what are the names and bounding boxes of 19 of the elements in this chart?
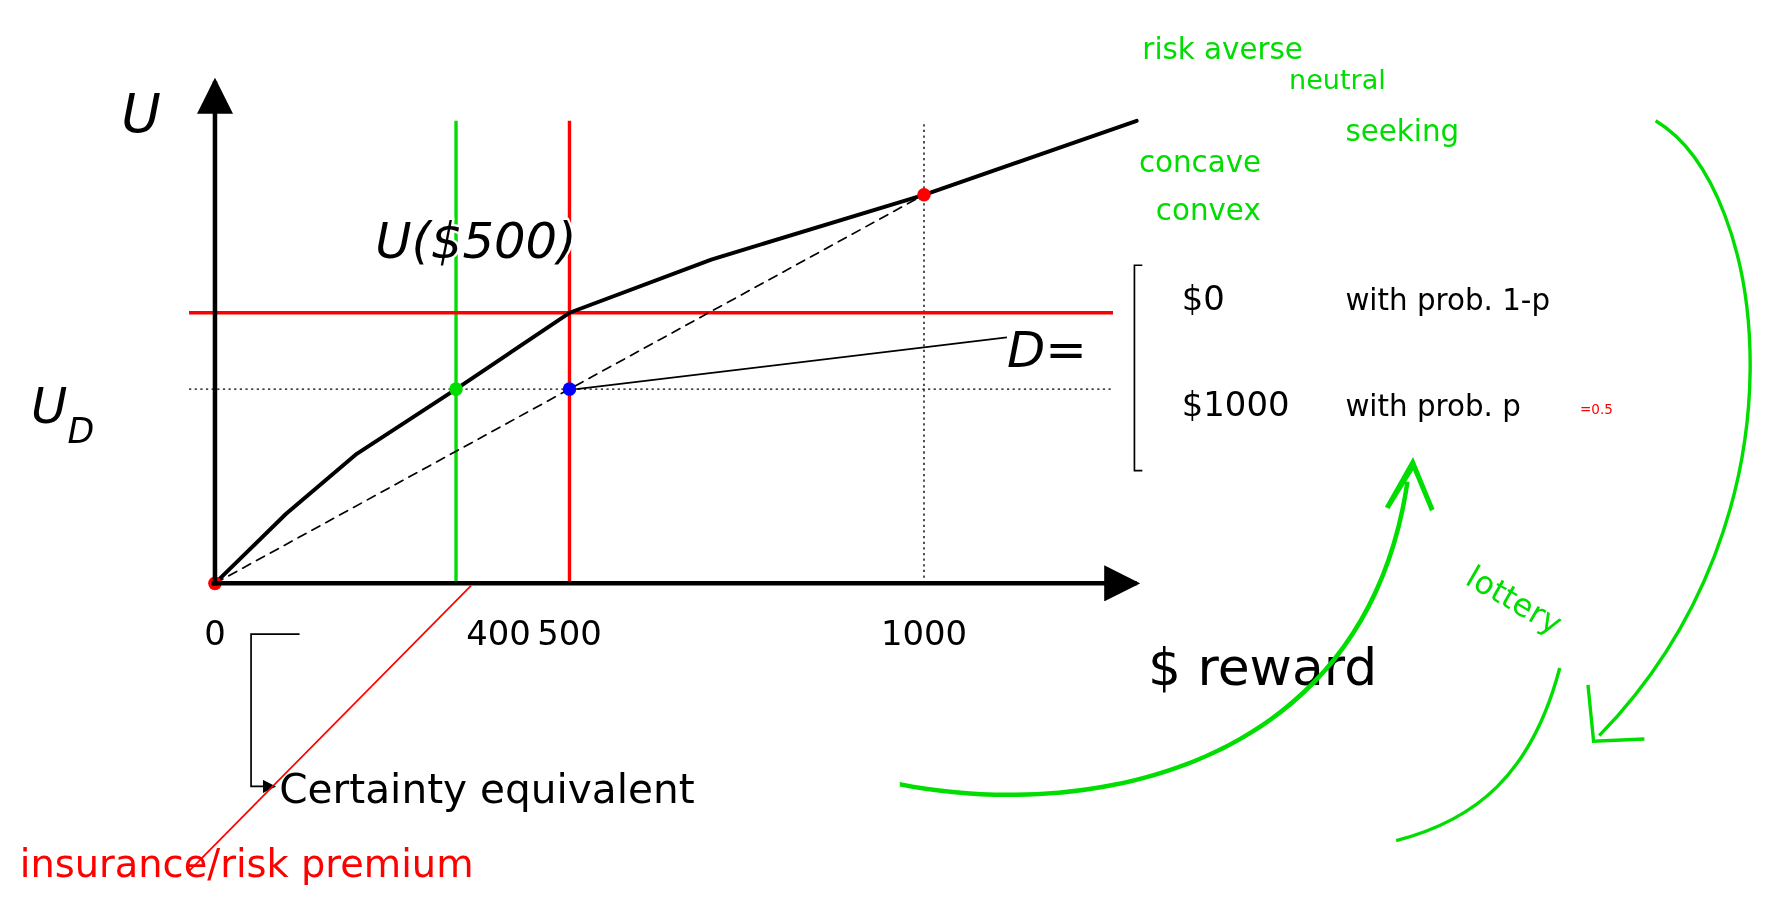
text: risk averse [1142,31,1303,66]
annotation: D= [1006,320,1087,379]
text: concave [1138,144,1262,179]
text: with prob. p [1345,389,1521,424]
text: neutral [1288,64,1386,96]
text: convex [1155,193,1261,228]
text: seeking [1345,114,1460,149]
text: $0 [1181,279,1225,319]
x-tick-label: 1000 [880,614,968,654]
text: $1000 [1181,385,1290,425]
x-tick-label: 0 [204,614,226,654]
x-tick-label: 400 [466,614,531,654]
text: =0.5 [1580,401,1613,418]
text: Certainty equivalent [279,765,695,814]
ref-line-label: U$_{D}$ [31,376,95,451]
text: insurance/risk premium [19,840,474,886]
x-tick-label: 500 [537,614,602,654]
y-axis-title: U [121,82,161,146]
text: with prob. 1-p [1345,283,1551,318]
